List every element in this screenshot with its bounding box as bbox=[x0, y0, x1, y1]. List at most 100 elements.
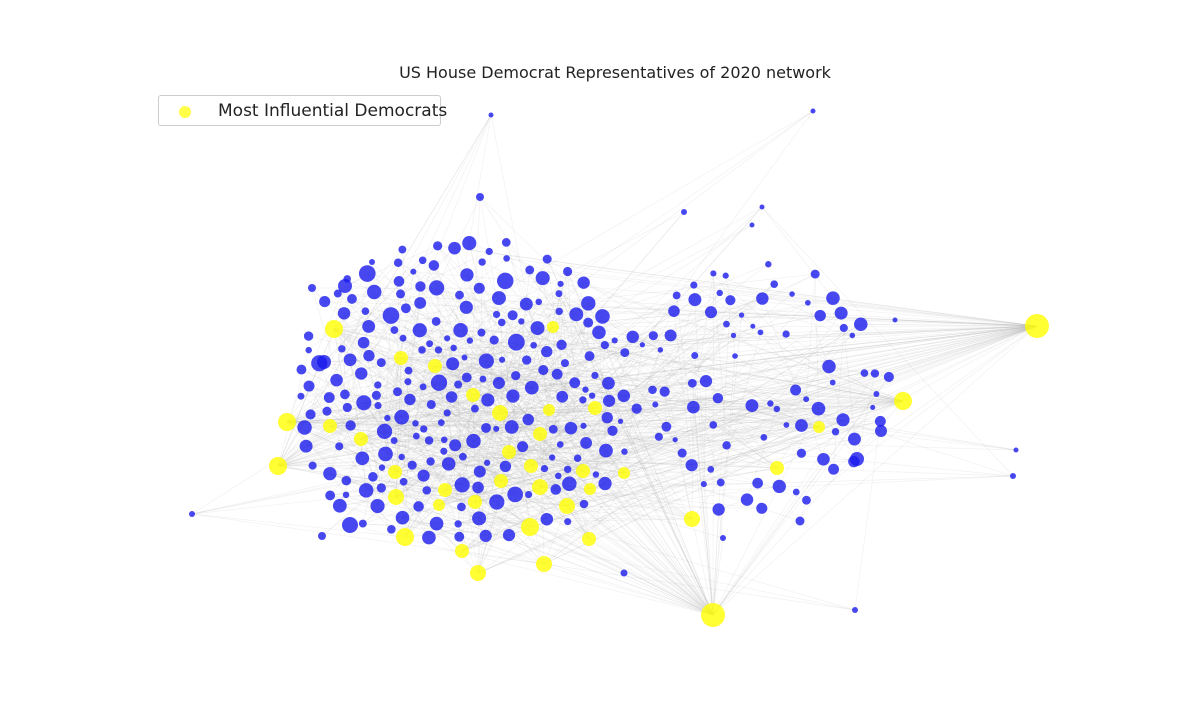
democrat-node bbox=[870, 369, 880, 378]
influential-democrat-node bbox=[532, 479, 548, 495]
edge bbox=[454, 247, 714, 616]
edge bbox=[191, 513, 406, 538]
edge bbox=[400, 357, 403, 418]
edge bbox=[552, 326, 610, 402]
democrat-node bbox=[582, 386, 589, 393]
democrat-node bbox=[412, 432, 420, 440]
edge bbox=[423, 325, 1038, 388]
edge bbox=[191, 446, 523, 515]
edge bbox=[444, 469, 711, 491]
democrat-node bbox=[688, 293, 702, 307]
edge bbox=[624, 352, 778, 469]
edge bbox=[408, 370, 714, 616]
edge bbox=[734, 325, 1038, 357]
edge bbox=[538, 301, 778, 469]
edge bbox=[286, 420, 621, 423]
edge bbox=[362, 506, 419, 524]
democrat-node bbox=[592, 325, 606, 340]
edge bbox=[438, 408, 637, 506]
edge bbox=[381, 110, 814, 363]
democrat-node bbox=[454, 520, 462, 528]
edge bbox=[508, 437, 764, 453]
edge bbox=[381, 362, 467, 378]
edge bbox=[556, 271, 568, 375]
edge bbox=[693, 284, 833, 383]
edge bbox=[397, 382, 575, 393]
edge bbox=[434, 365, 764, 438]
democrat-node bbox=[431, 317, 441, 326]
edge bbox=[500, 295, 677, 482]
edge bbox=[333, 328, 436, 367]
democrat-node bbox=[323, 466, 337, 481]
edge bbox=[339, 505, 856, 611]
democrat-node bbox=[361, 307, 370, 315]
edge bbox=[730, 299, 853, 336]
democrat-node bbox=[450, 344, 457, 352]
democrat-node bbox=[345, 420, 356, 431]
edge bbox=[311, 287, 348, 408]
edge bbox=[761, 206, 834, 299]
democrat-node bbox=[489, 335, 499, 345]
democrat-node bbox=[342, 402, 352, 413]
influential-democrat-node bbox=[533, 427, 547, 441]
democrat-node bbox=[579, 396, 587, 404]
edge bbox=[566, 323, 861, 507]
edge bbox=[522, 446, 606, 452]
democrat-node bbox=[525, 265, 535, 275]
edge bbox=[498, 297, 577, 315]
edge bbox=[529, 269, 1038, 327]
democrat-node bbox=[668, 305, 680, 317]
edge bbox=[397, 262, 591, 490]
democrat-node bbox=[378, 446, 393, 462]
edge bbox=[516, 341, 613, 431]
edge bbox=[670, 335, 778, 469]
edge bbox=[522, 316, 603, 447]
edge bbox=[402, 325, 1038, 519]
democrat-node bbox=[299, 439, 313, 453]
edge bbox=[894, 319, 1038, 327]
edge bbox=[321, 487, 382, 537]
democrat-node bbox=[648, 385, 657, 395]
edge bbox=[461, 366, 830, 552]
influential-democrat-node bbox=[396, 528, 414, 546]
edge bbox=[418, 325, 1038, 507]
democrat-node bbox=[611, 337, 618, 344]
edge bbox=[343, 312, 453, 365]
edge bbox=[420, 286, 448, 339]
edge bbox=[308, 385, 351, 426]
edge bbox=[376, 362, 382, 396]
edge bbox=[529, 430, 882, 528]
democrat-node bbox=[460, 268, 474, 282]
democrat-node bbox=[592, 471, 600, 478]
edge bbox=[508, 400, 904, 536]
edge bbox=[557, 373, 904, 402]
edge bbox=[333, 328, 503, 361]
edge bbox=[286, 421, 463, 486]
edge bbox=[413, 271, 1038, 327]
democrat-node bbox=[422, 486, 432, 495]
edge bbox=[277, 328, 335, 467]
democrat-node bbox=[426, 457, 435, 466]
democrat-node bbox=[491, 291, 506, 306]
democrat-node bbox=[563, 465, 572, 474]
edge bbox=[433, 265, 463, 552]
democrat-node bbox=[750, 323, 756, 329]
edge bbox=[461, 506, 531, 528]
democrat-node bbox=[412, 323, 427, 338]
edge bbox=[693, 284, 1038, 327]
democrat-node bbox=[831, 427, 840, 436]
edge bbox=[605, 450, 693, 520]
democrat-node bbox=[507, 333, 525, 351]
edge bbox=[477, 393, 877, 574]
edge bbox=[653, 335, 693, 384]
democrat-node bbox=[538, 365, 549, 376]
democrat-node bbox=[305, 409, 316, 420]
democrat-node bbox=[535, 271, 550, 286]
edge bbox=[712, 325, 1038, 616]
edge bbox=[403, 347, 454, 482]
democrat-node bbox=[756, 292, 769, 305]
influential-democrat-node bbox=[1025, 314, 1049, 338]
edge bbox=[393, 339, 495, 441]
democrat-node bbox=[317, 355, 331, 369]
edge bbox=[482, 378, 714, 616]
